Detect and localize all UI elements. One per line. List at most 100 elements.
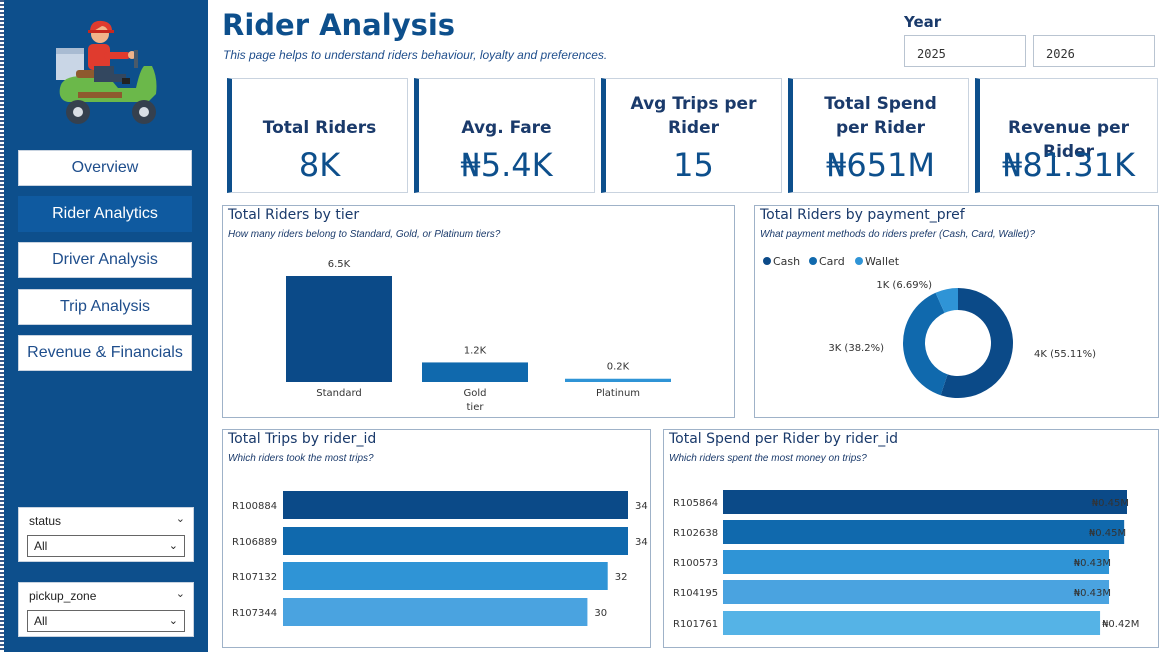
data-label: 30 xyxy=(594,608,607,619)
bar xyxy=(283,562,608,590)
y-tick-label: R106889 xyxy=(232,537,277,548)
data-label: 0.2K xyxy=(607,362,630,373)
data-label: 6.5K xyxy=(328,259,351,270)
y-tick-label: R107344 xyxy=(232,608,277,619)
legend-marker xyxy=(763,257,771,265)
nav-trip-analysis[interactable]: Trip Analysis xyxy=(18,289,192,325)
spend-chart-title: Total Spend per Rider by rider_id xyxy=(669,431,899,447)
chevron-down-icon[interactable]: ⌄ xyxy=(175,587,185,600)
legend-entry: Card xyxy=(819,255,845,268)
bar xyxy=(283,527,628,555)
x-tick-label: Gold xyxy=(464,388,487,399)
kpi-card-avg-fare: Avg. Fare ₦5.4K xyxy=(414,78,595,193)
kpi-label: Total Riders xyxy=(262,118,377,138)
data-label: ₦0.43M xyxy=(1074,558,1111,569)
nav-driver-analysis[interactable]: Driver Analysis xyxy=(18,242,192,278)
data-label: ₦0.43M xyxy=(1074,588,1111,599)
bar xyxy=(422,362,528,382)
kpi-card-avg-trips: Avg Trips per Rider 15 xyxy=(601,78,782,193)
bar xyxy=(723,490,1127,514)
kpi-card-revenue-per-rider: Revenue per Rider ₦81.31K xyxy=(975,78,1158,193)
page-subtitle: This page helps to understand riders beh… xyxy=(223,48,608,62)
data-label: 4K (55.11%) xyxy=(1034,349,1096,360)
bar xyxy=(723,520,1125,544)
donut-slice xyxy=(940,288,1013,398)
y-tick-label: R105864 xyxy=(673,498,718,509)
data-label: 1K (6.69%) xyxy=(876,280,932,291)
x-axis-label: tier xyxy=(467,402,485,413)
x-tick-label: Platinum xyxy=(596,388,640,399)
data-label: 1.2K xyxy=(464,345,487,356)
kpi-label: Avg Trips per Rider xyxy=(630,94,757,138)
kpi-label: Total Spend per Rider xyxy=(824,94,937,138)
data-label: ₦0.45M xyxy=(1089,528,1126,539)
payment-chart-panel: Total Riders by payment_pref What paymen… xyxy=(754,205,1159,418)
tier-bar-chart: 6.5K Standard 1.2K Gold 0.2K Platinum tier xyxy=(286,259,671,413)
data-label: 3K (38.2%) xyxy=(828,343,884,354)
data-label: 34 xyxy=(635,537,648,548)
payment-chart-title: Total Riders by payment_pref xyxy=(760,207,965,223)
kpi-value: 15 xyxy=(673,146,714,184)
spend-bar-chart: R105864 ₦0.45M R102638 ₦0.45M R100573 ₦0.43M R… xyxy=(673,490,1139,635)
x-tick-label: Standard xyxy=(316,388,362,399)
left-dashed-edge xyxy=(0,0,4,652)
tier-chart-subtitle: How many riders belong to Standard, Gold… xyxy=(228,229,501,240)
kpi-value: ₦5.4K xyxy=(460,146,553,184)
pickup-zone-slicer: pickup_zone ⌄ All ⌄ xyxy=(18,582,194,637)
legend-marker xyxy=(855,257,863,265)
status-slicer: status ⌄ All ⌄ xyxy=(18,507,194,562)
chevron-down-icon: ⌄ xyxy=(168,615,178,627)
scooter-rider-logo xyxy=(48,18,168,130)
bar xyxy=(286,276,392,382)
kpi-value: ₦81.31K xyxy=(1002,146,1135,184)
sidebar: Overview Rider Analytics Driver Analysis… xyxy=(4,0,208,652)
data-label: 34 xyxy=(635,501,648,512)
chevron-down-icon[interactable]: ⌄ xyxy=(175,512,185,525)
y-tick-label: R101761 xyxy=(673,619,718,630)
trips-chart-title: Total Trips by rider_id xyxy=(228,431,377,447)
payment-chart-subtitle: What payment methods do riders prefer (C… xyxy=(760,229,1035,240)
bar xyxy=(723,611,1101,635)
status-dropdown[interactable]: All ⌄ xyxy=(27,535,185,557)
donut-slice xyxy=(903,292,948,396)
nav-revenue-financials[interactable]: Revenue & Financials xyxy=(18,335,192,371)
nav-rider-analytics[interactable]: Rider Analytics xyxy=(18,196,192,232)
spend-chart-panel: Total Spend per Rider by rider_id Which … xyxy=(663,429,1159,648)
pickup-zone-slicer-title: pickup_zone xyxy=(29,589,97,603)
y-tick-label: R107132 xyxy=(232,572,277,583)
trips-bar-chart: R100884 34 R106889 34 R107132 32 R107344 30 xyxy=(232,491,648,626)
chevron-down-icon: ⌄ xyxy=(168,540,178,552)
legend-entry: Wallet xyxy=(865,255,900,268)
data-label: ₦0.42M xyxy=(1102,619,1139,630)
data-label: 32 xyxy=(615,572,628,583)
bar xyxy=(283,598,588,626)
kpi-value: 8K xyxy=(298,146,341,184)
kpi-card-total-spend: Total Spend per Rider ₦651M xyxy=(788,78,969,193)
y-tick-label: R102638 xyxy=(673,528,718,539)
pickup-zone-dropdown[interactable]: All ⌄ xyxy=(27,610,185,632)
payment-donut-chart: Cash Card Wallet 4K (55.11%) 3K (38.2%) 1K (6… xyxy=(763,255,1096,398)
y-tick-label: R100573 xyxy=(673,558,718,569)
spend-chart-subtitle: Which riders spent the most money on tri… xyxy=(669,453,867,464)
data-label: ₦0.45M xyxy=(1092,498,1129,509)
kpi-card-total-riders: Total Riders 8K xyxy=(227,78,408,193)
bar xyxy=(565,378,671,382)
y-tick-label: R104195 xyxy=(673,588,718,599)
legend-marker xyxy=(809,257,817,265)
status-dropdown-value: All xyxy=(34,539,48,553)
kpi-value: ₦651M xyxy=(825,146,936,184)
bar xyxy=(723,550,1110,574)
tier-chart-panel: Total Riders by tier How many riders bel… xyxy=(222,205,735,418)
status-slicer-title: status xyxy=(29,514,62,528)
tier-chart-title: Total Riders by tier xyxy=(228,207,360,223)
legend-entry: Cash xyxy=(773,255,800,268)
nav-overview[interactable]: Overview xyxy=(18,150,192,186)
year-slicer-label: Year xyxy=(904,13,942,31)
pickup-zone-dropdown-value: All xyxy=(34,614,48,628)
y-tick-label: R100884 xyxy=(232,501,277,512)
trips-chart-subtitle: Which riders took the most trips? xyxy=(228,453,374,464)
year-option-2026[interactable]: 2026 xyxy=(1033,35,1155,67)
year-option-2025[interactable]: 2025 xyxy=(904,35,1026,67)
kpi-label: Revenue per Rider xyxy=(1008,118,1129,162)
page-title: Rider Analysis xyxy=(222,8,456,42)
